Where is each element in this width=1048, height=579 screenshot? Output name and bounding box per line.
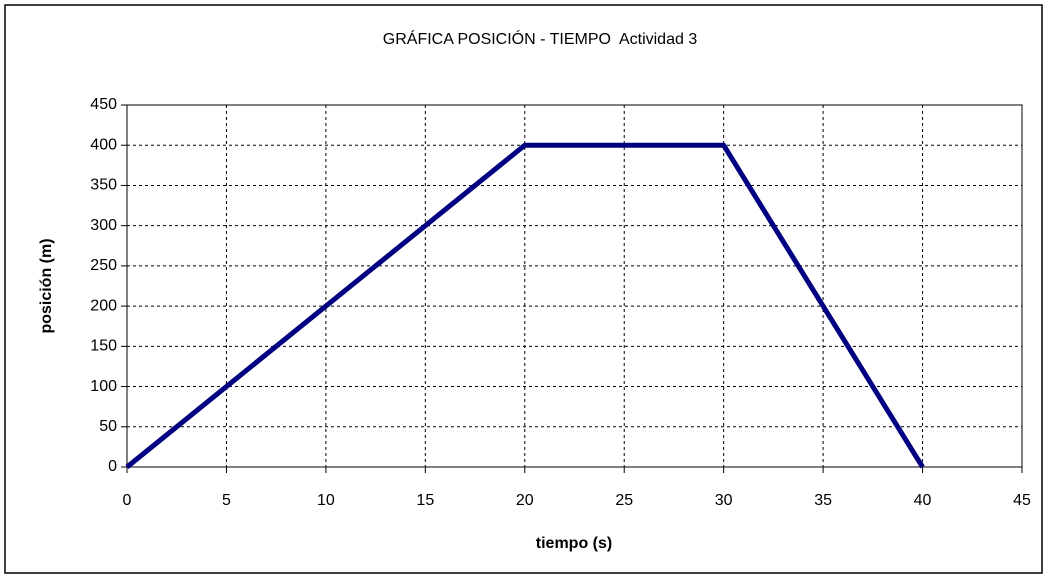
x-tick-label: 0 [123, 492, 132, 509]
x-tick-label: 15 [416, 492, 434, 509]
plot-border [126, 104, 1023, 468]
y-tick-label: 50 [99, 418, 117, 435]
y-tick-label: 100 [90, 378, 117, 395]
x-tick-label: 5 [222, 492, 231, 509]
y-tick-label: 250 [90, 257, 117, 274]
y-tick-label: 200 [90, 297, 117, 314]
y-axis-title: posición (m) [38, 238, 55, 333]
y-tick-label: 450 [90, 96, 117, 113]
data-line [125, 142, 925, 469]
y-tick-label: 400 [90, 136, 117, 153]
x-tick-label: 30 [715, 492, 733, 509]
x-tick-label: 40 [914, 492, 932, 509]
y-tick-label: 0 [108, 458, 117, 475]
y-tick-label: 150 [90, 338, 117, 355]
x-axis-title: tiempo (s) [536, 535, 612, 552]
x-tick-label: 20 [516, 492, 534, 509]
x-tick-label: 10 [317, 492, 335, 509]
x-tick-label: 25 [615, 492, 633, 509]
plot-area [127, 105, 1022, 467]
chart-title: GRÁFICA POSICIÓN - TIEMPO Actividad 3 [383, 29, 698, 48]
x-tick-label: 45 [1013, 492, 1031, 509]
x-tick-label: 35 [814, 492, 832, 509]
y-tick-label: 350 [90, 177, 117, 194]
y-tick-label: 300 [90, 217, 117, 234]
